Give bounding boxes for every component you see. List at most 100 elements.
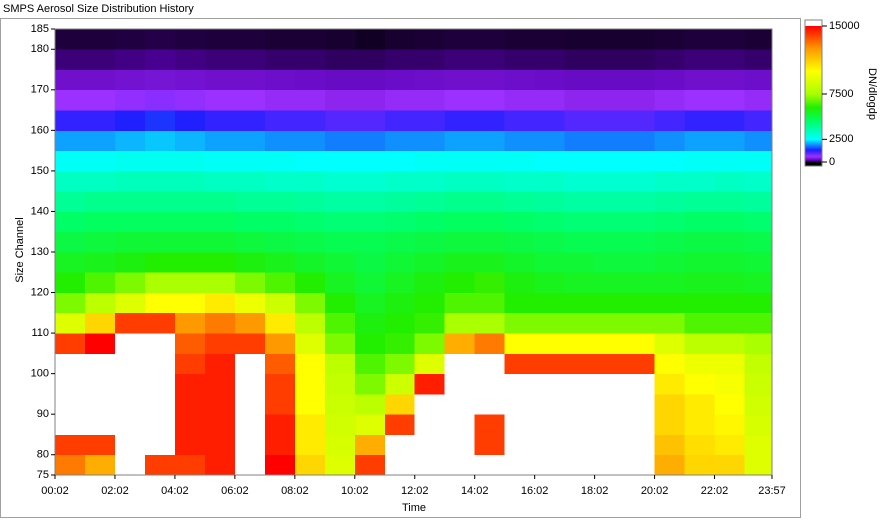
heat-cell	[564, 272, 596, 293]
heat-cell	[534, 272, 566, 293]
heat-cell	[564, 89, 596, 111]
heat-cell	[55, 130, 86, 152]
heat-cell	[55, 110, 86, 131]
heat-cell	[354, 414, 386, 435]
y-tick-label: 90	[37, 408, 49, 420]
heat-cell	[744, 252, 773, 273]
heat-cell	[234, 150, 266, 172]
y-tick-label: 120	[31, 286, 49, 298]
chart-title: SMPS Aerosol Size Distribution History	[3, 3, 194, 15]
heat-cell	[564, 373, 596, 395]
heat-cell	[714, 454, 745, 476]
y-tick-label: 100	[31, 368, 49, 380]
heat-cell	[204, 110, 236, 131]
heat-cell	[234, 312, 266, 334]
heat-cell	[55, 49, 86, 70]
heat-cell	[594, 272, 626, 293]
heat-cell	[384, 150, 416, 172]
x-tick-label: 10:02	[341, 485, 369, 497]
heat-cell	[114, 414, 146, 435]
heat-cell	[174, 130, 206, 152]
heat-cell	[564, 434, 596, 456]
heat-cell	[594, 292, 626, 314]
heat-cell	[264, 353, 296, 375]
heat-cell	[444, 312, 476, 334]
heat-cell	[504, 49, 536, 70]
heat-cell	[384, 292, 416, 314]
heat-cell	[654, 211, 685, 233]
heat-cell	[264, 292, 296, 314]
heat-cell	[144, 434, 176, 456]
heat-cell	[204, 312, 236, 334]
heat-cell	[414, 454, 446, 476]
heat-cell	[384, 353, 416, 375]
heat-cell	[414, 414, 446, 435]
y-tick-label: 185	[31, 23, 49, 35]
heat-cell	[294, 272, 326, 293]
heat-cell	[444, 333, 476, 354]
heat-cell	[534, 393, 566, 415]
heat-cell	[594, 231, 626, 253]
heat-cell	[354, 231, 386, 253]
heat-cell	[234, 130, 266, 152]
heat-cell	[294, 333, 326, 354]
heat-cell	[384, 252, 416, 273]
heat-cell	[594, 130, 626, 152]
heat-cell	[474, 211, 506, 233]
heat-cell	[294, 231, 326, 253]
heat-cell	[504, 292, 536, 314]
x-tick-label: 02:02	[101, 485, 129, 497]
colorbar-label: DN/dlogdp	[866, 68, 878, 120]
heat-cell	[234, 434, 266, 456]
heat-cell	[504, 333, 536, 354]
heat-cell	[504, 252, 536, 273]
heat-cell	[174, 211, 206, 233]
heat-cell	[264, 373, 296, 395]
heat-cell	[234, 191, 266, 212]
heat-cell	[744, 49, 773, 70]
x-tick-label: 20:02	[641, 485, 669, 497]
x-tick-label: 12:02	[401, 485, 429, 497]
heat-cell	[564, 312, 596, 334]
heat-cell	[84, 312, 116, 334]
heat-cell	[534, 353, 566, 375]
heat-cell	[414, 292, 446, 314]
heat-cell	[324, 69, 356, 91]
heat-cell	[294, 49, 326, 70]
heat-cell	[204, 170, 236, 192]
heat-cell	[534, 29, 566, 50]
heat-cell	[204, 130, 236, 152]
heat-cell	[654, 29, 685, 50]
heat-cell	[564, 211, 596, 233]
heat-cell	[684, 29, 715, 50]
heat-cell	[474, 69, 506, 91]
heat-cell	[564, 333, 596, 354]
heat-cell	[474, 454, 506, 476]
heat-cell	[534, 69, 566, 91]
heat-cell	[354, 454, 386, 476]
heat-cell	[384, 69, 416, 91]
heat-cell	[534, 252, 566, 273]
heat-cell	[294, 393, 326, 415]
heat-cell	[324, 414, 356, 435]
heat-cell	[264, 191, 296, 212]
heat-cell	[384, 110, 416, 131]
heat-cell	[684, 150, 715, 172]
heat-cell	[744, 353, 773, 375]
heat-cell	[654, 353, 685, 375]
heat-cell	[204, 373, 236, 395]
heat-cell	[55, 353, 86, 375]
heat-cell	[624, 373, 655, 395]
heat-cell	[474, 373, 506, 395]
heat-cell	[384, 434, 416, 456]
heat-cell	[714, 333, 745, 354]
heat-cell	[444, 49, 476, 70]
heat-cell	[174, 150, 206, 172]
heat-cell	[144, 333, 176, 354]
heat-cell	[264, 49, 296, 70]
heat-cell	[714, 434, 745, 456]
x-tick-label: 04:02	[161, 485, 189, 497]
heat-cell	[534, 110, 566, 131]
heat-cell	[564, 353, 596, 375]
heat-cell	[744, 434, 773, 456]
